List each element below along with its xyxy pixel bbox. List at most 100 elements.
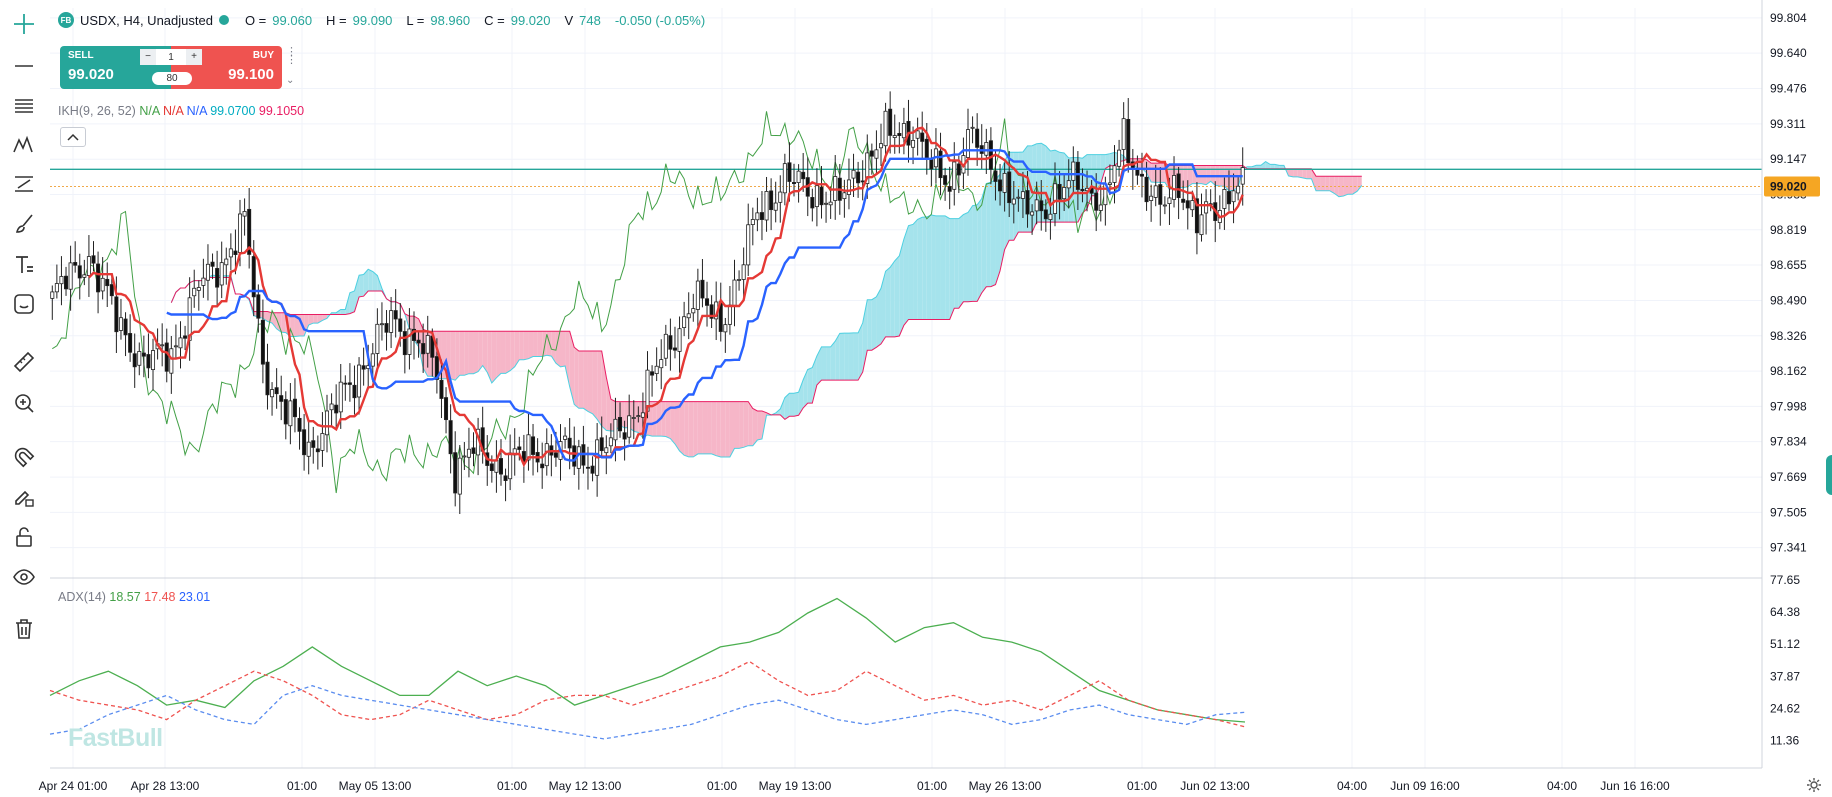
candle-body (517, 446, 522, 450)
cloud-segment (844, 333, 849, 381)
brush-icon[interactable] (10, 210, 38, 238)
cloud-segment (1311, 168, 1316, 191)
cloud-segment (697, 401, 703, 454)
cloud-segment (848, 332, 854, 381)
candle-body (819, 186, 824, 206)
cloud-segment (674, 401, 680, 451)
candle-body (897, 133, 902, 137)
candle-body (251, 256, 256, 298)
cloud-segment (917, 217, 923, 320)
quantity-stepper[interactable]: − 1 + (140, 49, 202, 65)
quantity-minus-button[interactable]: − (140, 49, 156, 65)
cloud-segment (803, 369, 808, 408)
trash-icon[interactable] (10, 615, 38, 643)
candle-body (782, 163, 787, 194)
cloud-segment (981, 183, 987, 294)
crosshair-icon[interactable] (10, 10, 38, 38)
candle-body (1158, 184, 1163, 205)
cloud-segment (514, 331, 520, 367)
cloud-segment (606, 377, 611, 431)
candle-body (842, 192, 847, 200)
magnet-icon[interactable] (10, 443, 38, 471)
candle-body (526, 434, 531, 461)
candle-body (357, 364, 362, 398)
candle-body (851, 169, 856, 179)
candle-body (590, 465, 595, 474)
cloud-segment (1334, 176, 1339, 197)
cloud-segment (304, 314, 309, 337)
cloud-segment (505, 331, 511, 374)
candle-body (1094, 192, 1099, 211)
unlock-icon[interactable] (10, 523, 38, 551)
pattern-icon[interactable] (10, 130, 38, 158)
candle-body (462, 455, 467, 458)
candle-body (1181, 198, 1186, 203)
candle-body (796, 170, 801, 183)
ruler-icon[interactable] (10, 348, 38, 376)
candle-body (68, 262, 73, 290)
candle-body (869, 150, 874, 157)
quantity-plus-button[interactable]: + (186, 49, 202, 65)
cloud-segment (958, 214, 964, 309)
cloud-segment (468, 331, 474, 374)
candle-body (306, 441, 311, 457)
fib-icon[interactable] (10, 169, 38, 197)
eye-icon[interactable] (10, 563, 38, 591)
cloud-segment (853, 332, 859, 381)
candle-body (498, 458, 503, 475)
collapse-legend-button[interactable] (60, 127, 86, 147)
gear-icon[interactable] (1806, 777, 1822, 793)
cloud-segment (977, 198, 982, 302)
candle-body (86, 256, 91, 276)
cloud-segment (551, 331, 556, 364)
symbol-title[interactable]: USDX, H4, Unadjusted (80, 12, 213, 28)
cloud-segment (528, 331, 534, 359)
horizontal-lines-icon[interactable] (10, 91, 38, 119)
candle-body (787, 162, 792, 182)
cloud-segment (798, 379, 804, 416)
text-icon[interactable] (10, 251, 38, 279)
candle-body (764, 191, 769, 221)
zoom-in-icon[interactable] (10, 389, 38, 417)
candle-body (453, 452, 458, 494)
candle-body (746, 224, 751, 266)
ikh-legend[interactable]: IKH(9, 26, 52) N/A N/A N/A 99.0700 99.10… (58, 104, 304, 118)
candle-body (654, 365, 659, 375)
candle-body (1176, 173, 1181, 199)
candle-body (1052, 183, 1057, 214)
candle-body (201, 277, 206, 286)
candle-body (311, 440, 316, 448)
open-label: O = (244, 12, 267, 28)
emoji-icon[interactable] (10, 290, 38, 318)
cloud-segment (491, 331, 497, 384)
candle-body (288, 400, 293, 427)
cloud-segment (1146, 159, 1152, 182)
trend-line-icon[interactable] (10, 52, 38, 80)
cloud-segment (784, 393, 790, 420)
cloud-segment (739, 401, 744, 449)
candle-body (1172, 175, 1177, 200)
adx-axis-label: 11.36 (1770, 733, 1799, 747)
drag-handle-icon[interactable]: ⋮ ⋮ (286, 46, 297, 66)
candle-body (682, 316, 687, 329)
candle-body (860, 180, 865, 183)
market-status-dot (218, 15, 229, 25)
candle-body (622, 432, 627, 440)
adx-legend[interactable]: ADX(14) 18.57 17.48 23.01 (58, 590, 210, 604)
cloud-segment (583, 350, 588, 412)
senkou-span-b (170, 158, 1362, 421)
quantity-value[interactable]: 1 (168, 51, 174, 63)
candle-body (810, 197, 815, 209)
right-panel-handle[interactable] (1826, 455, 1832, 495)
cloud-segment (464, 331, 469, 376)
candle-body (1121, 118, 1126, 150)
time-axis-label: 04:00 (1337, 779, 1367, 793)
candle-body (755, 212, 760, 221)
lock-drawing-icon[interactable] (10, 483, 38, 511)
cloud-segment (949, 218, 955, 320)
cloud-segment (510, 331, 515, 371)
cloud-segment (1293, 168, 1298, 177)
cloud-segment (363, 269, 369, 297)
chevron-down-icon[interactable]: ⌄ (286, 75, 295, 86)
